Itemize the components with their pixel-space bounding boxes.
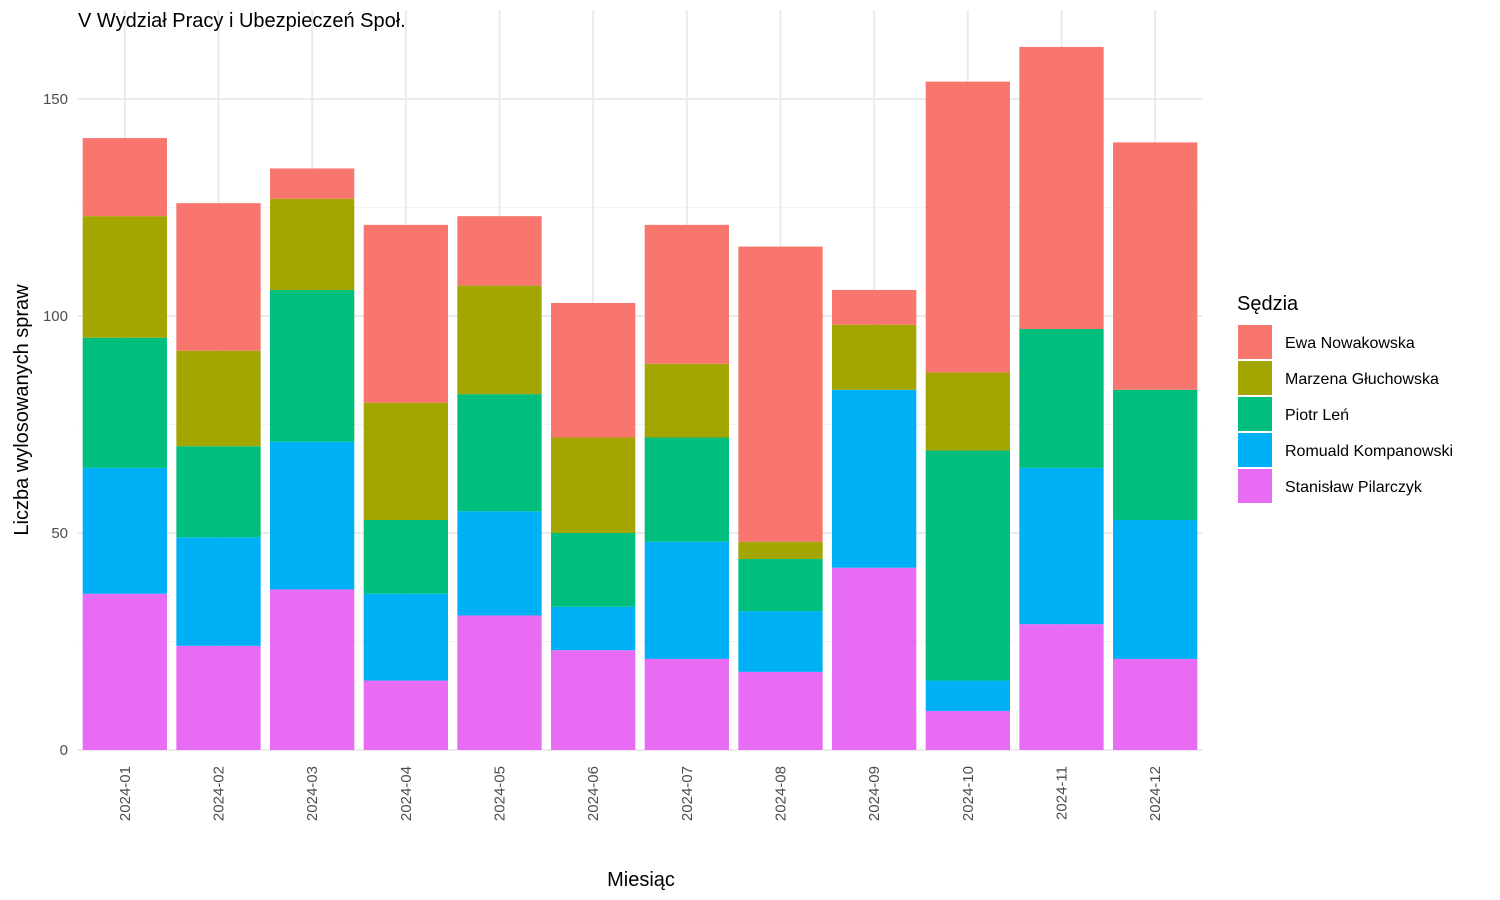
- bar-segment: [270, 168, 355, 199]
- bar-segment: [1019, 624, 1104, 750]
- bar-segment: [363, 680, 448, 750]
- bar-segment: [832, 289, 917, 325]
- legend: Sędzia Ewa Nowakowska Marzena Głuchowska P…: [1237, 293, 1453, 503]
- bar-segment: [270, 589, 355, 750]
- bar-segment: [644, 437, 729, 542]
- x-tick-label: 2024-11: [1054, 766, 1071, 820]
- bar-segment: [925, 372, 1010, 451]
- bar-segment: [1113, 389, 1198, 520]
- legend-label: Stanisław Pilarczyk: [1285, 479, 1423, 496]
- y-tick-label: 150: [43, 91, 68, 108]
- legend-key: [1238, 361, 1272, 395]
- bar-segment: [176, 537, 261, 646]
- legend-key: [1238, 325, 1272, 359]
- bar-segment: [270, 289, 355, 442]
- bar-segment: [363, 402, 448, 520]
- x-tick-label: 2024-04: [398, 766, 415, 821]
- x-tick-label: 2024-07: [679, 766, 696, 821]
- legend-key: [1238, 397, 1272, 431]
- x-tick-label: 2024-12: [1147, 766, 1164, 821]
- bar-segment: [176, 645, 261, 750]
- bar-segment: [457, 615, 542, 750]
- x-tick-label: 2024-06: [585, 766, 602, 821]
- legend-label: Romuald Kompanowski: [1285, 443, 1453, 460]
- bar-segment: [1113, 658, 1198, 750]
- bar-segment: [551, 302, 636, 438]
- x-tick-label: 2024-08: [773, 766, 790, 821]
- y-axis-title: Liczba wylosowanych spraw: [11, 284, 33, 536]
- y-tick-label: 50: [51, 525, 68, 542]
- bar-segment: [82, 593, 167, 750]
- bar-segment: [925, 680, 1010, 711]
- bar-segment: [925, 710, 1010, 750]
- bar-segment: [644, 363, 729, 438]
- bar-segment: [82, 467, 167, 594]
- bar-segment: [1019, 467, 1104, 625]
- legend-key: [1238, 469, 1272, 503]
- x-tick-label: 2024-03: [304, 766, 321, 821]
- bar-segment: [644, 658, 729, 750]
- bar-segment: [457, 511, 542, 616]
- x-tick-label: 2024-01: [117, 766, 134, 821]
- bar-segment: [832, 324, 917, 390]
- x-tick-label: 2024-09: [866, 766, 883, 821]
- y-tick-label: 0: [60, 742, 68, 759]
- bar-segment: [363, 519, 448, 594]
- legend-title: Sędzia: [1237, 293, 1299, 315]
- bar-segment: [1113, 142, 1198, 390]
- bar-segment: [270, 198, 355, 290]
- bar-segment: [551, 533, 636, 607]
- legend-label: Ewa Nowakowska: [1285, 335, 1415, 352]
- bar-segment: [82, 138, 167, 217]
- legend-label: Piotr Leń: [1285, 407, 1349, 424]
- chart-title: V Wydział Pracy i Ubezpieczeń Społ.: [78, 10, 406, 32]
- bar-segment: [176, 203, 261, 351]
- x-tick-label: 2024-02: [211, 766, 228, 821]
- axis-layer: 0 50 100 150 2024-01 2024-02 2024-03 2024-04 202…: [43, 91, 1164, 821]
- legend-label: Marzena Głuchowska: [1285, 371, 1439, 388]
- bar-segment: [457, 285, 542, 395]
- bar-segment: [1019, 46, 1104, 330]
- bar-segment: [457, 216, 542, 286]
- x-axis-title: Miesiąc: [607, 869, 675, 891]
- bar-segment: [832, 389, 917, 568]
- bar-segment: [1113, 519, 1198, 659]
- bar-segment: [738, 671, 823, 750]
- bars-layer: [82, 46, 1198, 750]
- bar-segment: [363, 224, 448, 403]
- bar-segment: [457, 394, 542, 512]
- bar-segment: [738, 246, 823, 542]
- bar-segment: [82, 337, 167, 468]
- bar-segment: [738, 559, 823, 612]
- bar-segment: [176, 350, 261, 447]
- bar-segment: [644, 224, 729, 364]
- bar-segment: [363, 593, 448, 681]
- bar-segment: [1019, 329, 1104, 468]
- bar-segment: [551, 437, 636, 533]
- bar-segment: [738, 541, 823, 560]
- bar-segment: [82, 216, 167, 338]
- bar-segment: [270, 441, 355, 590]
- bar-segment: [925, 450, 1010, 681]
- bar-segment: [738, 611, 823, 672]
- x-tick-label: 2024-10: [960, 766, 977, 821]
- bar-segment: [551, 650, 636, 750]
- y-tick-label: 100: [43, 308, 68, 325]
- bar-segment: [925, 81, 1010, 373]
- bar-segment: [644, 541, 729, 659]
- bar-segment: [832, 567, 917, 750]
- bar-segment: [176, 446, 261, 538]
- bar-segment: [551, 606, 636, 651]
- x-tick-label: 2024-05: [492, 766, 509, 821]
- legend-key: [1238, 433, 1272, 467]
